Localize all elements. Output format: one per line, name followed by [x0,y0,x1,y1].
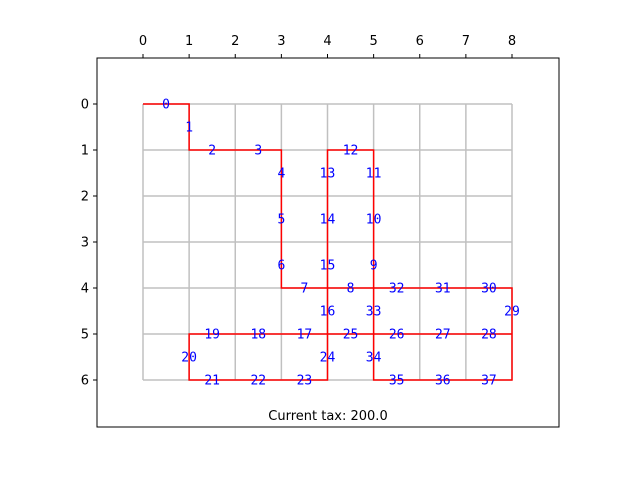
y-axis: 0 1 2 3 4 5 6 [81,98,97,389]
edge-label: 30 [481,282,497,297]
y-tick-label: 2 [81,190,89,205]
x-tick-label: 5 [369,34,377,49]
edge-label: 6 [277,259,285,274]
edge-label: 26 [389,328,405,343]
x-tick-label: 7 [462,34,470,49]
edge-label: 32 [389,282,405,297]
edge-label: 34 [366,351,382,366]
edge-label: 5 [277,213,285,228]
x-tick-label: 1 [185,34,193,49]
edge-label: 21 [204,374,220,389]
x-tick-label: 8 [508,34,516,49]
edge-label: 37 [481,374,497,389]
x-tick-label: 3 [277,34,285,49]
y-tick-label: 4 [81,282,89,297]
edge-label: 7 [301,282,309,297]
edge-label: 4 [277,167,285,182]
edge-label: 36 [435,374,451,389]
edge-label: 19 [204,328,220,343]
route-line [143,103,513,381]
edge-label: 8 [347,282,355,297]
y-tick-label: 5 [81,328,89,343]
edge-label: 27 [435,328,451,343]
x-tick-label: 4 [323,34,331,49]
edge-label: 0 [162,98,170,113]
x-axis: 0 1 2 3 4 5 6 7 8 [139,34,516,58]
edge-label: 1 [185,121,193,136]
edge-label: 3 [254,144,262,159]
edge-label: 13 [320,167,336,182]
y-tick-label: 1 [81,144,89,159]
edge-label: 22 [250,374,266,389]
edge-label: 16 [320,305,336,320]
edge-label: 2 [208,144,216,159]
edge-label: 31 [435,282,451,297]
x-tick-label: 0 [139,34,147,49]
y-tick-label: 6 [81,374,89,389]
y-tick-label: 3 [81,236,89,251]
edge-label: 15 [320,259,336,274]
edge-label: 33 [366,305,382,320]
edge-label: 29 [504,305,520,320]
route-path [143,103,513,381]
edge-label: 24 [320,351,336,366]
y-tick-label: 0 [81,98,89,113]
edge-label: 20 [181,351,197,366]
x-tick-label: 6 [416,34,424,49]
edge-label: 35 [389,374,405,389]
edge-label: 17 [297,328,313,343]
edge-label: 14 [320,213,336,228]
edge-label: 28 [481,328,497,343]
edge-label: 10 [366,213,382,228]
edge-label: 11 [366,167,382,182]
current-tax-text: Current tax: 200.0 [268,409,387,424]
edge-label: 12 [343,144,359,159]
edge-label: 9 [370,259,378,274]
x-tick-label: 2 [231,34,239,49]
edge-label: 18 [250,328,266,343]
edge-label: 25 [343,328,359,343]
edge-label: 23 [297,374,313,389]
